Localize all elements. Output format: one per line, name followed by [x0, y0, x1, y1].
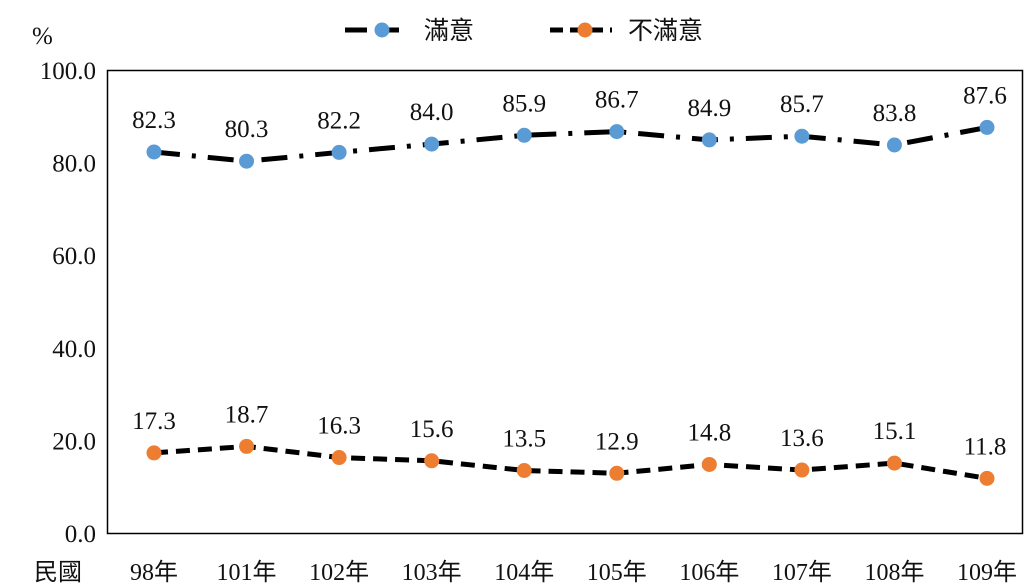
- data-point: [886, 455, 902, 471]
- data-point: [979, 119, 995, 135]
- data-label: 82.3: [132, 107, 176, 134]
- data-label: 13.6: [780, 425, 824, 452]
- x-axis-categories: 98年 101年 102年 103年 104年 105年 106年 107年 108年 109年: [130, 559, 1017, 586]
- x-category-label: 106年: [679, 559, 739, 586]
- x-category-label: 102年: [309, 559, 369, 586]
- data-label: 16.3: [317, 413, 361, 440]
- plot-area-border: [106, 69, 1024, 535]
- data-label: 84.0: [410, 99, 454, 126]
- x-axis-prefix-label: 民國: [34, 560, 82, 586]
- y-axis-ticks: 0.0 20.0 40.0 60.0 80.0 100.0: [40, 58, 96, 548]
- y-tick-label: 100.0: [40, 58, 96, 85]
- y-tick-label: 20.0: [52, 428, 96, 455]
- data-point: [516, 462, 532, 478]
- y-tick-label: 0.0: [65, 521, 96, 548]
- legend-item-satisfied: 滿意: [345, 17, 474, 45]
- x-category-label: 101年: [217, 559, 277, 586]
- legend-label-satisfied: 滿意: [424, 17, 474, 45]
- x-category-label: 103年: [402, 559, 462, 586]
- data-point: [146, 445, 162, 461]
- data-point: [794, 462, 810, 478]
- data-point: [609, 124, 625, 140]
- data-label: 17.3: [132, 408, 176, 435]
- data-label: 14.8: [687, 419, 731, 446]
- data-point: [516, 127, 532, 143]
- y-unit-label: %: [32, 23, 53, 50]
- data-label: 83.8: [873, 100, 917, 127]
- data-label: 15.1: [873, 418, 917, 445]
- data-point: [424, 453, 440, 469]
- series-line: [153, 443, 988, 481]
- data-label: 82.2: [317, 107, 361, 134]
- x-category-label: 107年: [772, 559, 832, 586]
- data-label: 85.9: [502, 90, 546, 117]
- legend-item-dissatisfied: 不滿意: [550, 17, 703, 45]
- data-label: 80.3: [225, 116, 269, 143]
- data-point: [424, 136, 440, 152]
- data-point: [794, 128, 810, 144]
- data-label: 13.5: [502, 425, 546, 452]
- legend-marker-satisfied: [374, 22, 390, 38]
- x-category-label: 105年: [587, 559, 647, 586]
- data-label: 15.6: [410, 416, 454, 443]
- series-dissatisfied: 17.3 18.7 16.3 15.6 13.5 12.9 14.8 13.6 15.1 11.8: [132, 401, 1007, 486]
- data-point: [239, 438, 255, 454]
- legend: 滿意 不滿意: [345, 17, 703, 45]
- data-label: 85.7: [780, 91, 824, 118]
- data-point: [239, 153, 255, 169]
- data-label: 87.6: [963, 82, 1007, 109]
- y-tick-label: 40.0: [52, 336, 96, 363]
- data-point: [331, 450, 347, 466]
- series-line: [153, 124, 988, 164]
- x-category-label: 98年: [130, 559, 178, 586]
- data-label: 18.7: [225, 401, 269, 428]
- y-tick-label: 80.0: [52, 151, 96, 178]
- y-tick-label: 60.0: [52, 243, 96, 270]
- legend-marker-dissatisfied: [577, 22, 593, 38]
- data-point: [331, 144, 347, 160]
- series-layer: 82.3 80.3 82.2 84.0 85.9 86.7 84.9 85.7 83.8 87.6…: [132, 82, 1007, 486]
- data-point: [979, 470, 995, 486]
- legend-label-dissatisfied: 不滿意: [628, 17, 703, 45]
- data-point: [701, 132, 717, 148]
- x-category-label: 104年: [494, 559, 554, 586]
- data-label: 86.7: [595, 87, 639, 114]
- data-label: 84.9: [687, 95, 731, 122]
- x-category-label: 109年: [957, 559, 1017, 586]
- data-label: 12.9: [595, 428, 639, 455]
- data-point: [701, 456, 717, 472]
- data-label: 11.8: [964, 433, 1007, 460]
- data-point: [609, 465, 625, 481]
- data-point: [146, 144, 162, 160]
- x-category-label: 108年: [864, 559, 924, 586]
- data-point: [886, 137, 902, 153]
- series-satisfied: 82.3 80.3 82.2 84.0 85.9 86.7 84.9 85.7 83.8 87.6: [132, 82, 1007, 169]
